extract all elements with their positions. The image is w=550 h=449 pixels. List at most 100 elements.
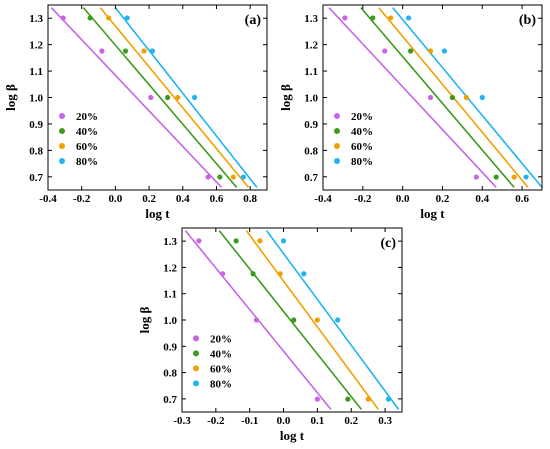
x-tick-label: 0.2 <box>344 415 358 427</box>
fit-line <box>265 230 400 410</box>
x-tick-label: 0.2 <box>142 193 156 205</box>
data-point <box>122 48 129 54</box>
data-point <box>342 15 348 21</box>
data-point <box>345 396 351 402</box>
data-point <box>175 94 181 101</box>
y-tick-label: 0.7 <box>163 394 177 406</box>
legend-marker <box>334 113 340 119</box>
legend-label: 80% <box>210 378 232 390</box>
x-tick-label: 0.4 <box>176 193 190 205</box>
y-axis-title: log β <box>278 84 293 111</box>
fit-line <box>328 7 497 188</box>
data-point <box>220 271 226 277</box>
x-tick-label: 0.0 <box>277 415 291 427</box>
legend-label: 40% <box>351 126 373 138</box>
data-point <box>473 174 479 180</box>
y-tick-label: 0.9 <box>163 341 177 353</box>
panel-label: (a) <box>245 13 262 28</box>
legend-label: 20% <box>76 111 98 123</box>
y-axis-title: log β <box>3 84 18 111</box>
y-tick-label: 1.3 <box>304 13 318 25</box>
data-point <box>165 94 171 101</box>
legend-marker <box>193 350 199 357</box>
y-tick-label: 1.2 <box>304 40 318 52</box>
data-point <box>257 238 263 244</box>
fit-line <box>99 7 250 188</box>
data-point <box>240 174 247 180</box>
y-tick-label: 1.0 <box>29 93 43 105</box>
x-tick-label: 0.1 <box>311 415 325 427</box>
y-tick-label: 1.0 <box>304 93 318 105</box>
data-point <box>191 94 198 101</box>
y-tick-label: 1.1 <box>304 66 318 78</box>
y-tick-label: 0.7 <box>304 172 318 184</box>
x-tick-label: -0.1 <box>241 415 258 427</box>
chart-panel: -0.3 -0.2 -0.1 0.0 0.1 0.2 0.3 0.7 0.8 0.9 1.0 1.1 1… <box>137 227 403 443</box>
legend-marker <box>334 128 340 134</box>
legend-label: 20% <box>351 111 373 123</box>
data-point <box>124 15 130 21</box>
x-tick-label: 0.0 <box>109 193 123 205</box>
data-point <box>230 174 236 180</box>
data-point <box>493 174 499 180</box>
x-tick-label: -0.3 <box>173 415 191 427</box>
x-tick-label: 0.8 <box>243 193 257 205</box>
data-point <box>382 48 388 54</box>
legend-label: 60% <box>76 141 98 153</box>
data-point <box>370 15 376 21</box>
fit-line <box>50 7 223 188</box>
x-tick-label: 0.6 <box>515 193 529 205</box>
y-tick-label: 0.8 <box>29 145 43 157</box>
fit-line <box>245 230 379 410</box>
data-point <box>449 94 456 101</box>
data-point <box>301 271 307 277</box>
data-point <box>314 396 320 402</box>
data-point <box>106 15 112 21</box>
panel-label: (b) <box>519 13 536 28</box>
data-point <box>427 94 434 101</box>
data-point <box>441 48 448 54</box>
data-point <box>463 94 469 101</box>
y-tick-label: 0.9 <box>29 119 43 131</box>
y-tick-label: 1.3 <box>163 236 177 248</box>
data-point <box>87 15 93 21</box>
data-point <box>511 174 517 180</box>
data-point <box>388 15 394 21</box>
y-tick-label: 1.3 <box>29 13 43 25</box>
data-point <box>99 48 105 54</box>
y-tick-label: 0.9 <box>304 119 318 131</box>
fit-line <box>218 230 363 410</box>
data-point <box>149 48 156 54</box>
data-point <box>314 317 320 323</box>
x-tick-label: 0.3 <box>378 415 392 427</box>
legend-marker <box>193 380 199 387</box>
x-tick-label: -0.2 <box>354 193 372 205</box>
data-point <box>205 174 211 180</box>
data-point <box>60 15 66 21</box>
data-point <box>523 174 529 180</box>
x-axis-title: log t <box>145 206 170 221</box>
data-point <box>277 271 283 277</box>
y-tick-label: 1.2 <box>163 262 177 274</box>
data-point <box>233 238 239 244</box>
legend-label: 20% <box>210 333 232 345</box>
fit-line <box>360 7 515 188</box>
data-point <box>408 48 414 54</box>
data-point <box>385 396 392 402</box>
chart-panel: -0.4 -0.2 0.0 0.2 0.4 0.6 0.7 0.8 0.9 1.0 1.1 1.2 1.… <box>278 4 543 221</box>
legend-marker <box>334 143 340 149</box>
data-point <box>335 317 341 323</box>
legend-label: 80% <box>76 156 98 168</box>
data-point <box>141 48 147 54</box>
legend-label: 60% <box>351 141 373 153</box>
legend-label: 80% <box>351 156 373 168</box>
y-axis-title: log β <box>137 306 152 333</box>
legend-marker <box>193 335 199 342</box>
y-tick-label: 1.2 <box>29 40 43 52</box>
y-tick-label: 0.8 <box>163 368 177 380</box>
x-tick-label: -0.4 <box>314 193 332 205</box>
x-tick-label: 0.4 <box>475 193 489 205</box>
legend-marker <box>59 143 65 149</box>
data-point <box>280 238 287 244</box>
